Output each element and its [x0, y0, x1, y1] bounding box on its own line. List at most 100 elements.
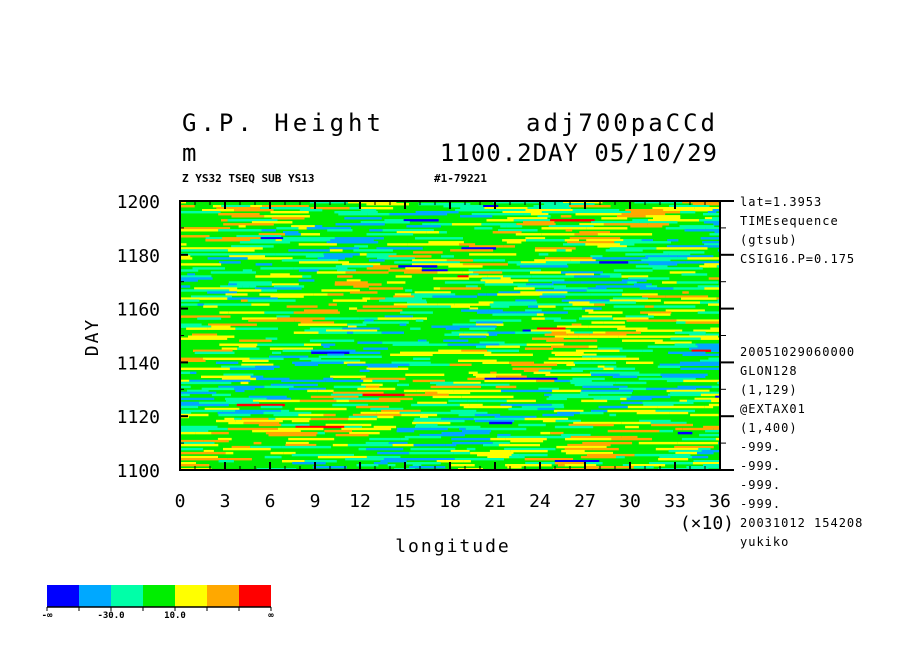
heatmap-cell [384, 315, 414, 318]
heatmap-cell [299, 293, 314, 296]
heatmap-cell [437, 391, 471, 395]
heatmap-cell [700, 337, 720, 340]
heatmap-cell [701, 449, 720, 453]
heatmap-cell [180, 235, 210, 238]
heatmap-cell [501, 209, 526, 212]
y-tick-label: 1180 [117, 246, 160, 267]
heatmap-cell [356, 309, 403, 312]
heatmap-cell [362, 305, 408, 308]
heatmap-cell [247, 257, 293, 260]
heatmap-cell [411, 403, 460, 407]
heatmap-cell [697, 345, 720, 348]
heatmap-cell [523, 221, 555, 224]
heatmap-cell [702, 241, 720, 244]
heatmap-cell [681, 297, 717, 300]
heatmap-cell [180, 253, 228, 256]
heatmap-cell [388, 255, 432, 258]
heatmap-cell [327, 453, 354, 457]
heatmap-cell [285, 443, 317, 447]
heatmap-cell [226, 247, 263, 250]
heatmap-cell [347, 331, 354, 334]
heatmap-cell [321, 343, 336, 346]
heatmap-cell [658, 458, 689, 461]
heatmap-cell [180, 275, 212, 278]
heatmap-cell [411, 293, 456, 296]
heatmap-cell [657, 365, 681, 369]
heatmap-cell [293, 311, 340, 314]
heatmap-cell [548, 357, 592, 361]
heatmap-cell [386, 281, 406, 284]
heatmap-cell [634, 453, 673, 457]
heatmap-cell [663, 251, 705, 254]
colorbar: -∞ -30.0 10.0 ∞ [42, 585, 274, 621]
heatmap-cell [433, 287, 441, 290]
heatmap-cell [195, 431, 212, 435]
heatmap-cell [467, 399, 478, 403]
heatmap-cell [614, 233, 653, 236]
heatmap-cell [410, 447, 456, 451]
heatmap-cell [377, 415, 394, 419]
heatmap-cell [366, 367, 409, 371]
heatmap-cell [430, 425, 481, 429]
heatmap-cell [242, 285, 250, 288]
heatmap-cell [251, 221, 293, 224]
heatmap-cell [187, 389, 209, 393]
side-info-bottom-line: (1,129) [740, 383, 798, 397]
heatmap-cell [665, 309, 705, 312]
heatmap-cell [473, 417, 525, 421]
heatmap-cell [548, 225, 594, 228]
heatmap-cell [451, 464, 475, 467]
heatmap-cell [487, 331, 515, 334]
heatmap-cell [234, 387, 255, 391]
heatmap-cell [260, 207, 311, 210]
heatmap-cell [604, 365, 617, 369]
heatmap-cell [591, 357, 640, 361]
heatmap-cell [615, 381, 647, 385]
heatmap-cell [334, 283, 382, 286]
heatmap-cell [221, 365, 256, 369]
heatmap-cell [448, 265, 483, 268]
heatmap-cell [348, 201, 397, 204]
heatmap-cell [450, 409, 477, 413]
heatmap-cell [561, 433, 591, 437]
heatmap-cell [666, 335, 719, 338]
heatmap-cell [544, 435, 571, 439]
heatmap-cell [180, 431, 196, 435]
heatmap-cell [227, 458, 252, 461]
heatmap-cell [219, 311, 229, 314]
heatmap-cell [609, 299, 661, 302]
heatmap-cell [709, 265, 717, 268]
heatmap-cell [443, 339, 469, 342]
colorbar-swatch [175, 585, 207, 607]
heatmap-cell [243, 421, 280, 425]
heatmap-cell [667, 239, 679, 242]
heatmap-cell [541, 211, 581, 214]
heatmap-cell [603, 367, 614, 371]
heatmap-cell [180, 269, 199, 272]
heatmap-cell [539, 295, 552, 298]
heatmap-cell [310, 395, 359, 399]
heatmap-cell [474, 227, 493, 230]
heatmap-cell [513, 287, 535, 290]
heatmap-cell [451, 223, 482, 226]
heatmap-cell [180, 439, 204, 443]
heatmap-cell [579, 223, 604, 226]
heatmap-cell [451, 437, 491, 441]
heatmap-cell [443, 205, 484, 208]
chart-subtitle-left: Z YS32 TSEQ SUB YS13 [182, 172, 314, 185]
heatmap-cell [441, 431, 490, 435]
colorbar-swatch [143, 585, 175, 607]
x-tick-label: 36 [709, 491, 731, 512]
heatmap-cell [475, 375, 497, 379]
heatmap-cell [535, 289, 587, 292]
heatmap-cell [566, 363, 575, 367]
heatmap-cell [282, 349, 311, 353]
heatmap-cell [657, 405, 705, 409]
heatmap-cell [180, 277, 213, 280]
heatmap-cell [668, 449, 702, 453]
heatmap-cell [570, 435, 622, 439]
heatmap-cell [305, 255, 325, 258]
heatmap-cell [239, 339, 272, 342]
heatmap-cell [218, 229, 262, 232]
heatmap-cell [180, 464, 210, 467]
